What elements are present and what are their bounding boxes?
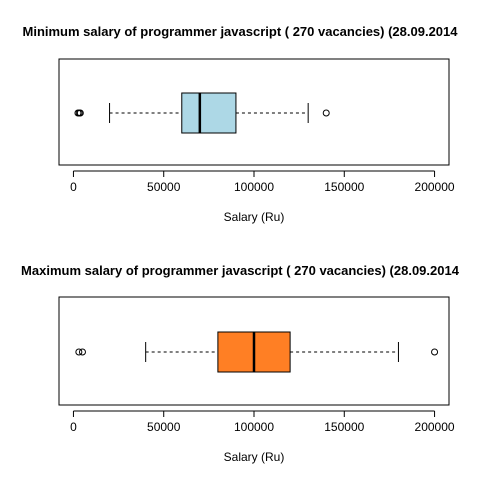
x-tick-label: 50000 xyxy=(147,420,181,434)
outlier-point xyxy=(322,109,330,117)
x-axis-label: Salary (Ru) xyxy=(224,210,285,224)
x-tick-label: 100000 xyxy=(234,420,274,434)
x-tick-label: 0 xyxy=(70,420,77,434)
outlier-point xyxy=(75,348,83,356)
chart-title: Maximum salary of programmer javascript … xyxy=(21,263,460,278)
x-axis-label: Salary (Ru) xyxy=(224,450,285,464)
x-tick-label: 200000 xyxy=(415,420,455,434)
outlier-point xyxy=(76,109,84,117)
iqr-box xyxy=(181,92,237,134)
panel-min-salary: Minimum salary of programmer javascript … xyxy=(23,24,459,224)
x-tick-label: 50000 xyxy=(147,180,181,194)
x-tick-label: 0 xyxy=(70,180,77,194)
outlier-point xyxy=(431,348,439,356)
plot-frame xyxy=(58,58,450,166)
outlier-point xyxy=(78,348,86,356)
plot-frame xyxy=(58,296,450,406)
panel-max-salary: Maximum salary of programmer javascript … xyxy=(21,263,460,464)
x-tick-label: 200000 xyxy=(415,180,455,194)
x-tick-label: 100000 xyxy=(234,180,274,194)
x-tick-label: 150000 xyxy=(324,180,364,194)
chart-title: Minimum salary of programmer javascript … xyxy=(23,24,459,39)
x-tick-label: 150000 xyxy=(324,420,364,434)
